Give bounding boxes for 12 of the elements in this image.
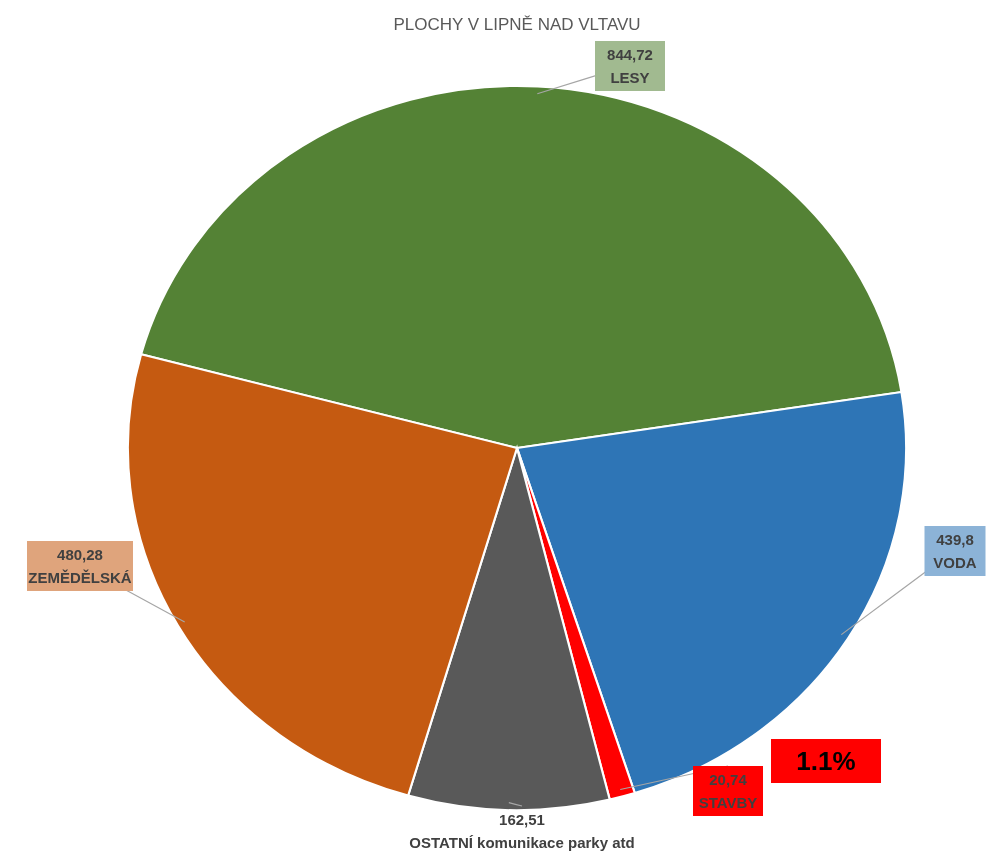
slice-label: LESY (610, 69, 650, 86)
slice-label: VODA (933, 554, 977, 571)
data-label: 844,72 (607, 46, 653, 63)
slice-label: STAVBY (698, 794, 758, 811)
data-label: 162,51 (499, 811, 545, 828)
chart-title: PLOCHY V LIPNĚ NAD VLTAVU (393, 15, 641, 34)
data-label: 480,28 (57, 546, 103, 563)
data-label: 439,8 (936, 531, 974, 548)
slice-label: OSTATNÍ komunikace parky atd (409, 834, 635, 851)
text: 1.1% (796, 746, 856, 776)
data-label: 20,74 (709, 771, 748, 788)
slice-label: ZEMĚDĚLSKÁ (28, 569, 132, 586)
